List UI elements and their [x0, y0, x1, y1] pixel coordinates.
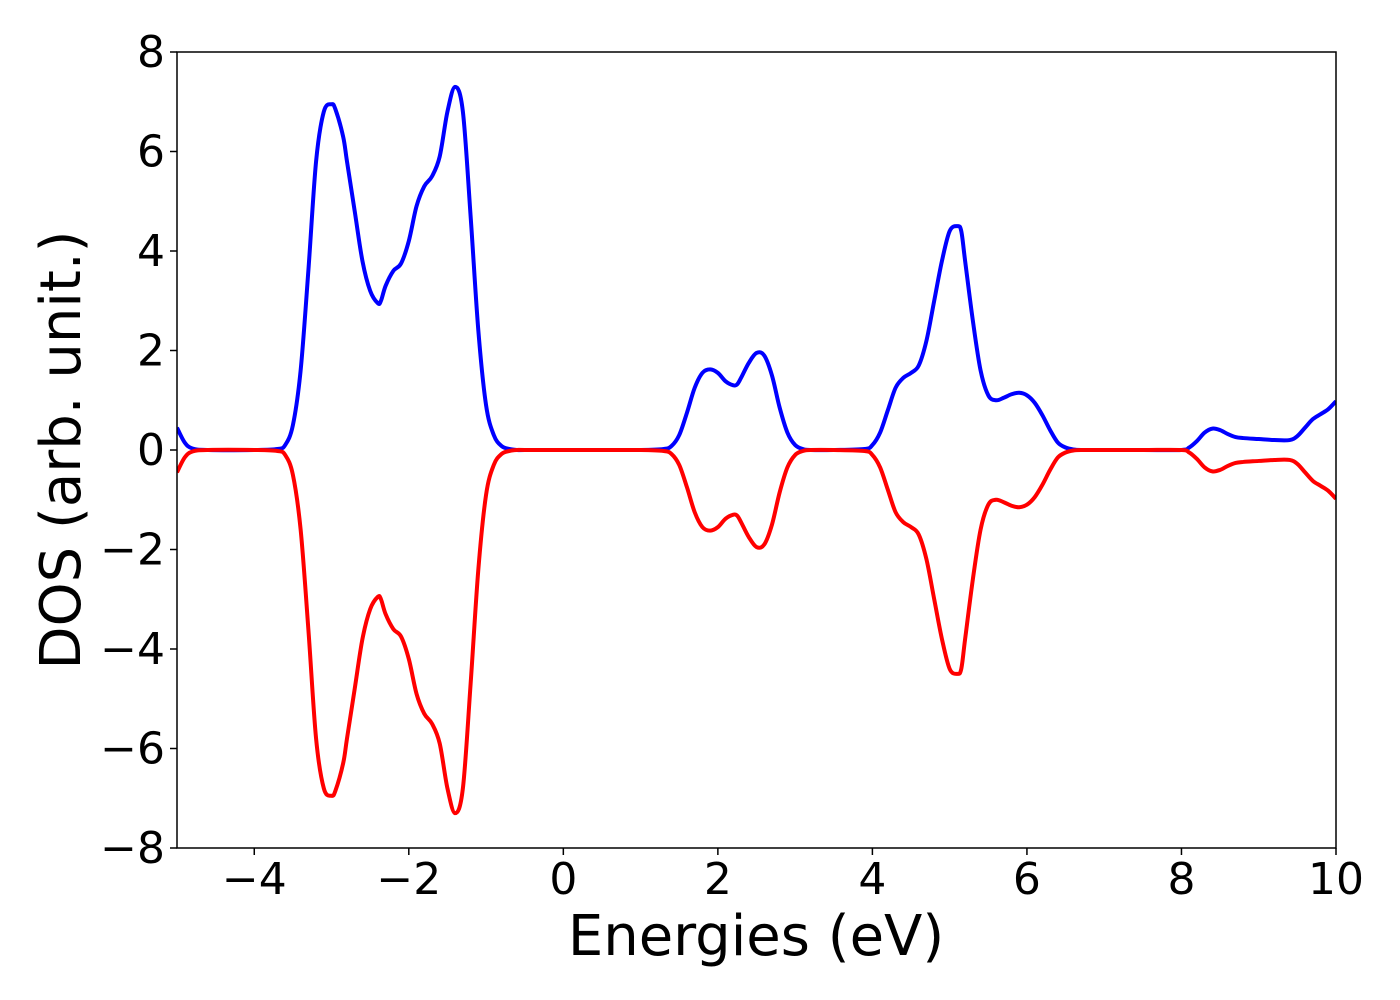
x-axis-title: Energies (eV)	[568, 904, 944, 969]
series-layer	[177, 84, 1336, 816]
x-tick-label: 0	[549, 854, 577, 905]
dos-line-red	[177, 447, 1336, 816]
x-tick-label: 8	[1167, 854, 1195, 905]
y-tick-label: 8	[137, 27, 165, 78]
x-tick-label: −2	[376, 854, 441, 905]
x-axis-ticks: −4 −2 0 2 4 6 8 10	[222, 848, 1364, 905]
x-tick-label: −4	[222, 854, 287, 905]
dos-line-blue	[177, 84, 1336, 453]
x-tick-label: 4	[858, 854, 886, 905]
y-tick-label: −2	[100, 525, 165, 576]
y-tick-label: −8	[100, 823, 165, 874]
x-tick-label: 6	[1013, 854, 1041, 905]
y-tick-label: 2	[137, 326, 165, 377]
y-tick-label: 4	[137, 226, 165, 277]
y-tick-label: 0	[137, 425, 165, 476]
x-tick-label: 10	[1308, 854, 1364, 905]
y-axis-title: DOS (arb. unit.)	[29, 230, 94, 669]
y-tick-label: −6	[100, 724, 165, 775]
y-tick-label: 6	[137, 127, 165, 178]
y-axis-ticks: −8 −6 −4 −2 0 2 4 6 8	[100, 27, 177, 874]
y-tick-label: −4	[100, 624, 165, 675]
x-tick-label: 2	[704, 854, 732, 905]
